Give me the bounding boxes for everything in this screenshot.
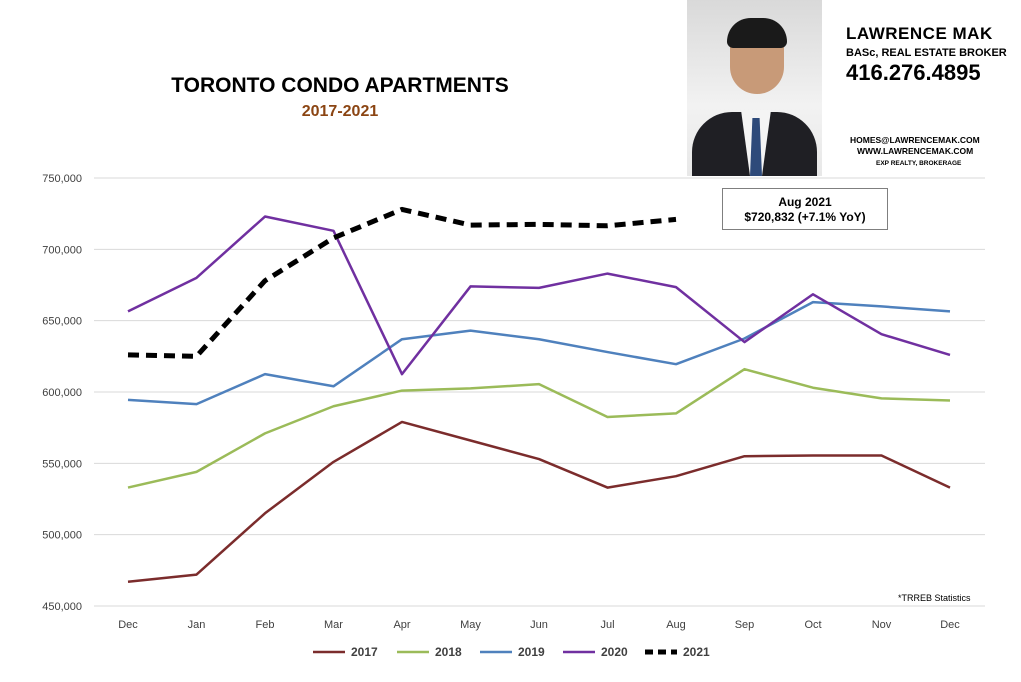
x-tick-label: Mar: [324, 619, 343, 631]
legend-label-2021: 2021: [683, 645, 710, 659]
agent-phone: 416.276.4895: [846, 60, 981, 85]
y-tick-label: 450,000: [42, 601, 82, 613]
x-tick-label: May: [460, 619, 481, 631]
x-tick-label: Dec: [118, 619, 138, 631]
y-tick-label: 600,000: [42, 387, 82, 399]
agent-brokerage: EXP REALTY, BROKERAGE: [876, 160, 962, 167]
agent-name: LAWRENCE MAK: [846, 24, 993, 43]
series-line-2021: [127, 206, 677, 359]
x-tick-label: Apr: [393, 619, 410, 631]
series-line-2019: [127, 300, 951, 406]
agent-email: HOMES@LAWRENCEMAK.COM: [850, 135, 980, 145]
source-note: *TRREB Statistics: [898, 593, 971, 603]
annotation-line-2: $720,832 (+7.1% YoY): [744, 210, 866, 224]
y-tick-label: 550,000: [42, 458, 82, 470]
x-tick-label: Oct: [804, 619, 821, 631]
legend-label-2019: 2019: [518, 645, 545, 659]
series-line-2020: [127, 215, 951, 376]
x-tick-label: Dec: [940, 619, 960, 631]
x-tick-label: Sep: [735, 619, 755, 631]
chart-title: TORONTO CONDO APARTMENTS: [171, 74, 509, 97]
x-tick-label: Aug: [666, 619, 686, 631]
x-tick-label: Nov: [872, 619, 892, 631]
legend-label-2020: 2020: [601, 645, 628, 659]
x-tick-label: Jan: [188, 619, 206, 631]
agent-website: WWW.LAWRENCEMAK.COM: [857, 146, 974, 156]
y-tick-label: 700,000: [42, 244, 82, 256]
legend-label-2017: 2017: [351, 645, 378, 659]
x-tick-label: Jun: [530, 619, 548, 631]
agent-photo: [687, 0, 822, 176]
annotation-box: Aug 2021 $720,832 (+7.1% YoY): [722, 188, 888, 230]
y-tick-label: 650,000: [42, 316, 82, 328]
y-tick-label: 500,000: [42, 530, 82, 542]
legend-label-2018: 2018: [435, 645, 462, 659]
chart-subtitle: 2017-2021: [301, 103, 379, 120]
series-line-2018: [127, 367, 951, 489]
series-line-2017: [127, 420, 951, 583]
x-tick-label: Jul: [600, 619, 614, 631]
agent-title: BASc, REAL ESTATE BROKER: [846, 47, 1007, 59]
y-tick-label: 750,000: [42, 173, 82, 185]
annotation-line-1: Aug 2021: [778, 195, 832, 209]
x-tick-label: Feb: [256, 619, 275, 631]
